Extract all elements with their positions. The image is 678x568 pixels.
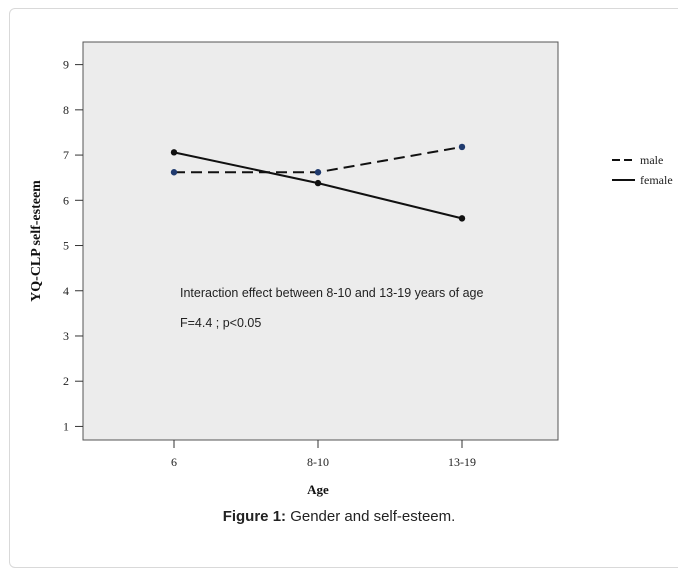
x-tick-label: 6 — [171, 455, 177, 469]
line-chart: 1 2 3 4 5 6 7 8 9 6 8-10 13-19 Interaction effect … — [29, 41, 673, 497]
y-tick-label: 1 — [63, 419, 69, 433]
y-tick-label: 2 — [63, 374, 69, 388]
annotations: Interaction effect between 8-10 and 13-1… — [180, 286, 483, 330]
legend: male female — [612, 153, 673, 187]
y-tick-label: 9 — [63, 58, 69, 72]
caption-label: Figure 1: — [222, 508, 287, 525]
annotation-text: Interaction effect between 8-10 and 13-1… — [180, 286, 483, 300]
data-point-female — [458, 215, 466, 222]
data-point-female — [170, 149, 178, 156]
x-axis: 6 8-10 13-19 — [171, 440, 476, 469]
x-tick-label: 13-19 — [448, 455, 476, 469]
y-tick-label: 5 — [63, 239, 69, 253]
y-tick-label: 8 — [63, 103, 69, 117]
data-point-male — [170, 169, 178, 176]
series-group — [170, 143, 466, 222]
figure-caption: Figure 1: Gender and self-esteem. — [0, 508, 678, 525]
y-tick-label: 3 — [63, 329, 69, 343]
plot-area — [82, 41, 559, 441]
data-point-male — [314, 169, 322, 176]
data-point-female — [314, 179, 322, 187]
x-tick-label: 8-10 — [307, 455, 329, 469]
caption-text: Gender and self-esteem. — [286, 508, 456, 525]
annotation-text: F=4.4 ; p<0.05 — [180, 316, 261, 330]
y-axis: 1 2 3 4 5 6 7 8 9 — [63, 58, 83, 433]
x-axis-label: Age — [307, 482, 329, 497]
y-axis-label: YQ-CLP self-esteem — [29, 180, 44, 302]
y-tick-label: 6 — [63, 193, 69, 207]
y-tick-label: 7 — [63, 148, 69, 162]
data-point-male — [458, 143, 466, 151]
y-tick-label: 4 — [63, 284, 69, 298]
legend-label: female — [640, 173, 673, 187]
legend-label: male — [640, 153, 663, 167]
